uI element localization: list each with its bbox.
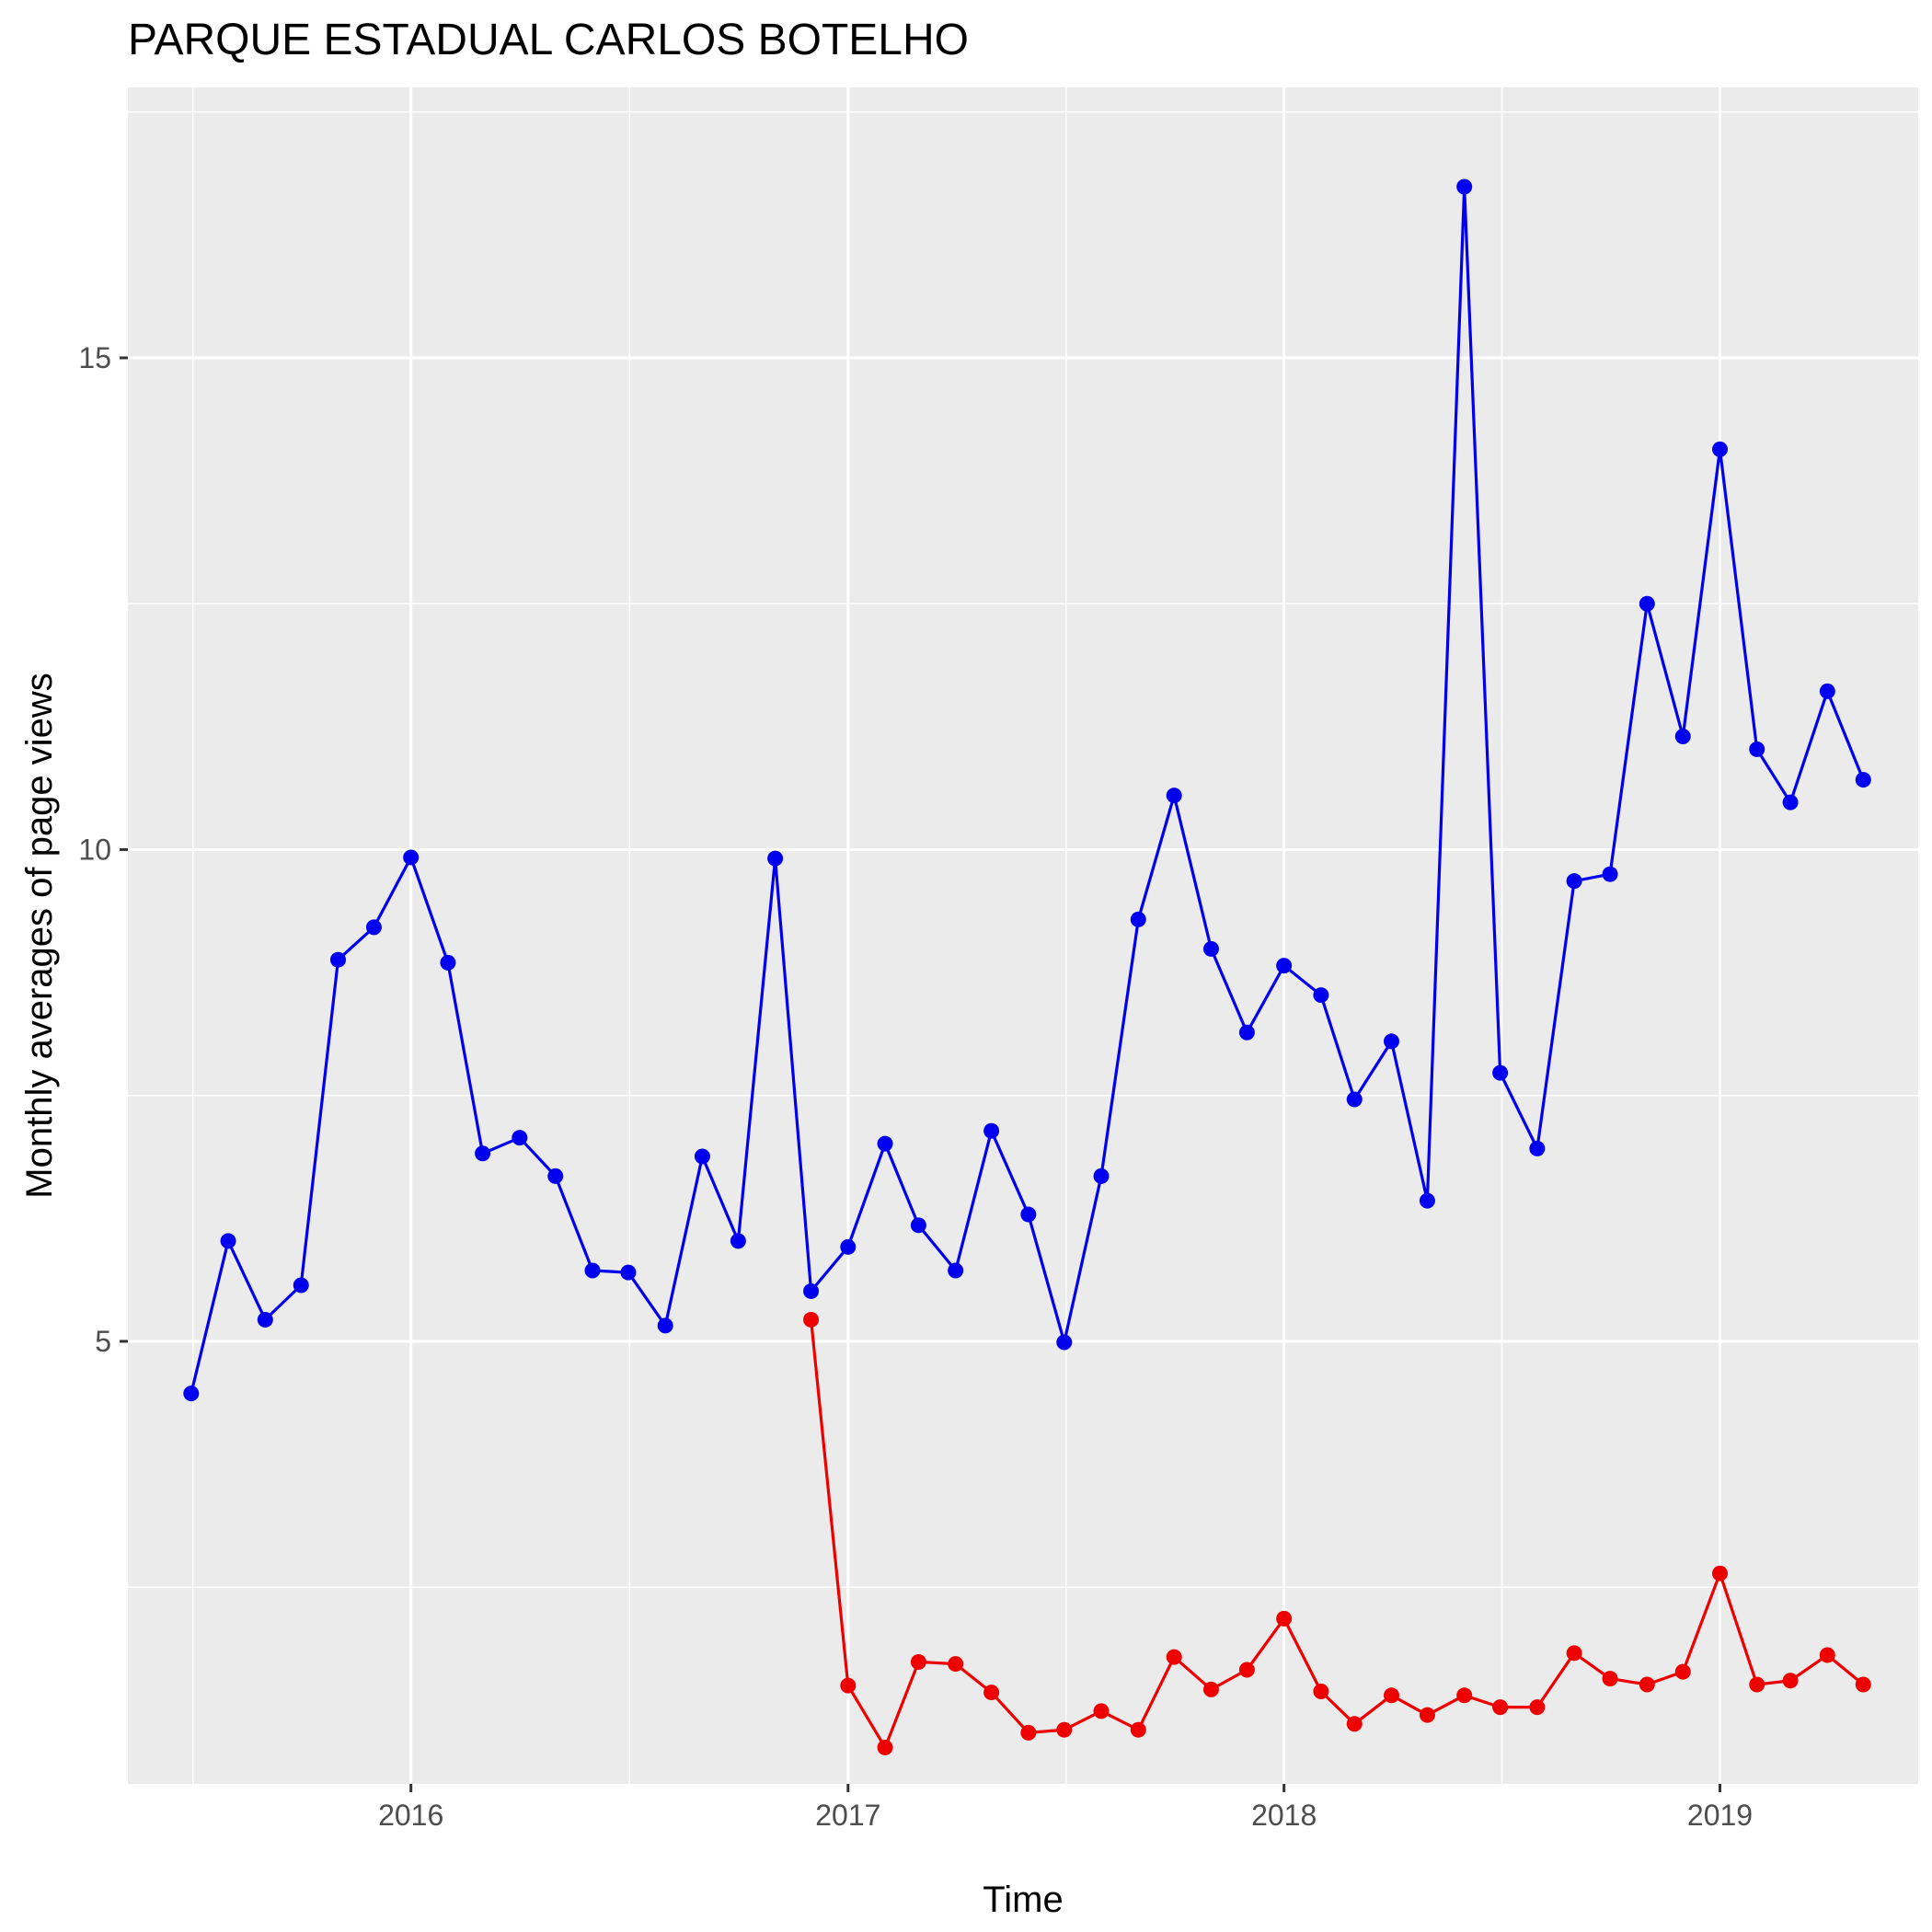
data-point [948,1262,964,1279]
data-point [1566,873,1582,890]
data-point [1276,958,1293,974]
data-point [1456,1687,1473,1704]
data-point [1313,1684,1329,1700]
data-point [1819,1647,1835,1663]
data-point [183,1386,200,1402]
data-point [730,1233,746,1249]
data-point [440,954,456,971]
data-point [1130,911,1146,927]
data-point [1529,1699,1546,1716]
data-point [1383,1687,1399,1704]
y-tick-labels: 5 10 15 [78,341,111,1358]
grid-minor [128,87,1918,1784]
data-point [1492,1064,1509,1081]
data-point [584,1262,601,1279]
data-point [1346,1091,1363,1108]
x-axis-title: Time [983,1880,1063,1920]
data-point [620,1264,637,1281]
data-point [1313,987,1329,1004]
data-point [1602,1671,1618,1687]
data-point [1782,1673,1799,1689]
data-point [910,1217,926,1234]
data-point [1202,1681,1219,1697]
x-tick-label: 2016 [378,1799,443,1832]
data-point [1419,1192,1435,1209]
data-point [1819,683,1835,699]
data-point [1855,772,1871,788]
data-point [220,1233,236,1249]
data-point [840,1677,857,1694]
data-point [983,1685,1000,1701]
data-point [803,1282,820,1299]
plot-panel [128,87,1918,1784]
data-point [877,1739,893,1755]
data-point [983,1122,1000,1139]
x-tick-label: 2019 [1687,1799,1753,1832]
data-point [910,1653,926,1670]
data-point [547,1167,564,1184]
data-point [1456,178,1473,195]
data-point [1855,1676,1871,1693]
data-point [1782,794,1799,811]
series-layer [183,178,1871,1755]
data-point [1711,1565,1728,1581]
data-point [657,1317,673,1334]
data-point [512,1130,528,1146]
data-point [1492,1699,1509,1716]
data-point [1639,1676,1655,1693]
data-point [1419,1707,1435,1723]
data-point [1056,1721,1073,1738]
x-tick-label: 2017 [815,1799,880,1832]
y-tick-label: 5 [95,1325,111,1358]
x-tick-labels: 2016 2017 2018 2019 [378,1799,1753,1832]
data-point [1602,866,1618,882]
grid-major [128,87,1918,1784]
data-point [1166,1649,1182,1665]
data-point [1020,1724,1037,1741]
data-point [257,1311,273,1328]
x-tick-label: 2018 [1251,1799,1317,1832]
data-point [803,1311,820,1328]
data-point [1566,1645,1582,1662]
data-point [1346,1716,1363,1732]
y-tick-label: 10 [78,833,111,866]
data-point [1674,1663,1691,1680]
data-point [1202,940,1219,957]
axis-ticks [120,356,1721,1792]
data-point [948,1656,964,1673]
data-point [694,1148,710,1165]
data-point [767,850,784,867]
data-point [403,849,420,866]
data-point [1238,1024,1255,1041]
data-point [329,951,346,968]
data-point [1056,1334,1073,1351]
data-point [365,919,382,936]
data-point [1674,729,1691,745]
y-tick-label: 15 [78,341,111,374]
data-point [1093,1167,1110,1184]
data-point [1020,1206,1037,1223]
data-point [1383,1033,1399,1050]
data-point [1166,788,1182,804]
data-point [475,1145,491,1162]
data-point [1276,1610,1293,1627]
data-point [293,1277,309,1294]
data-point [1639,595,1655,612]
chart-title: PARQUE ESTADUAL CARLOS BOTELHO [128,16,969,64]
series-2 [803,1311,1871,1755]
data-point [1529,1140,1546,1156]
data-point [1749,741,1765,757]
data-point [1238,1662,1255,1678]
data-point [1093,1703,1110,1719]
data-point [1711,441,1728,457]
data-point [877,1135,893,1152]
data-point [1130,1721,1146,1738]
series-1 [183,178,1871,1402]
y-axis-title: Monthly averages of page views [19,673,60,1198]
data-point [840,1238,857,1255]
data-point [1749,1676,1765,1693]
